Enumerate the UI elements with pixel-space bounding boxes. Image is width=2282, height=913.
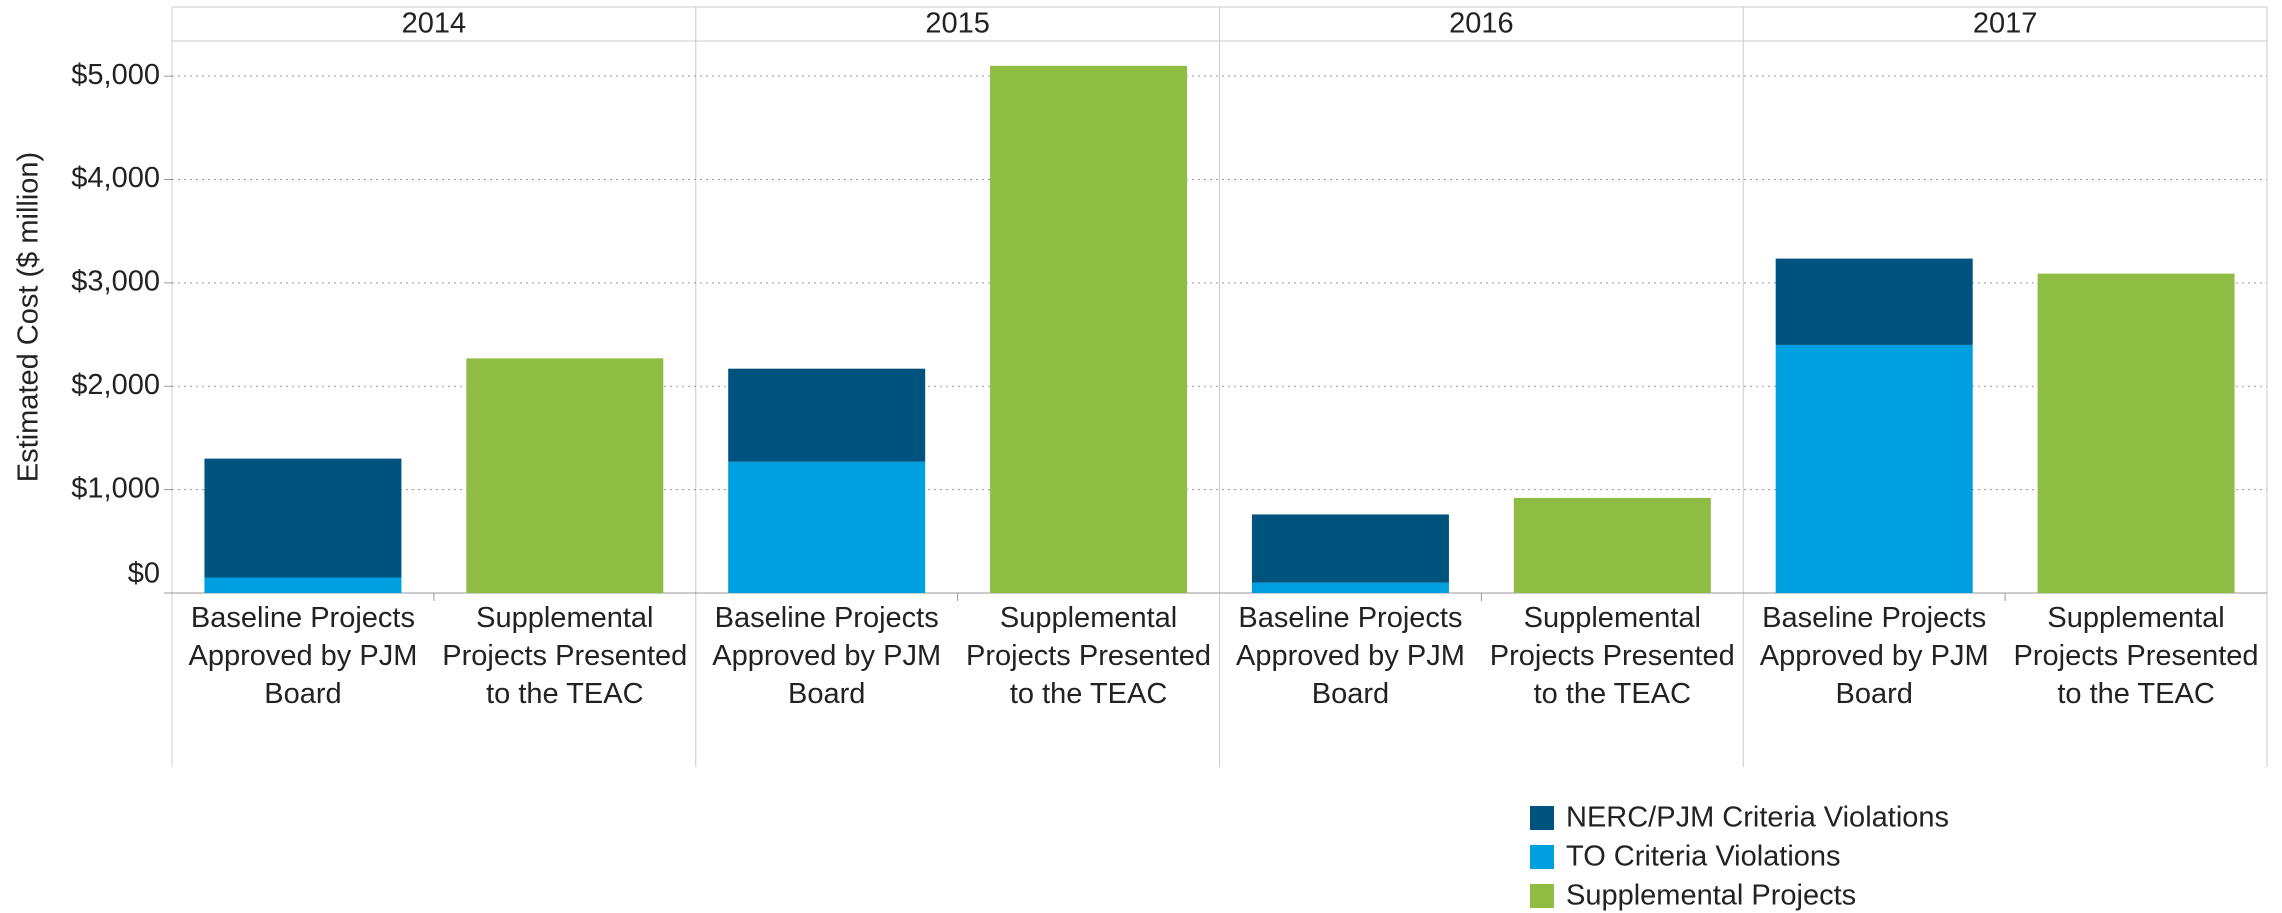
bar-segment <box>204 577 402 593</box>
bar-segment <box>204 458 402 578</box>
x-tick-label: Supplemental Projects Presented to the T… <box>442 602 688 710</box>
bar-segment <box>2037 273 2235 593</box>
bar-segment <box>1775 258 1973 345</box>
group-label: 2016 <box>1449 8 1514 40</box>
legend-label: TO Criteria Violations <box>1566 841 1841 873</box>
bar-segment <box>1513 497 1711 593</box>
y-tick-label: $0 <box>128 558 160 590</box>
group-label: 2014 <box>402 8 467 40</box>
category-label-box: Baseline Projects Approved by PJM Board <box>188 602 418 710</box>
x-tick-label: Supplemental Projects Presented to the T… <box>2013 602 2259 710</box>
y-tick-label: $3,000 <box>71 266 160 298</box>
category-label-box: Supplemental Projects Presented to the T… <box>1489 602 1735 710</box>
y-axis-label: Estimated Cost ($ million) <box>13 152 45 482</box>
x-tick-label: Baseline Projects Approved by PJM Board <box>1759 602 1989 710</box>
bar-segment <box>990 65 1188 594</box>
y-tick-label: $4,000 <box>71 162 160 194</box>
category-label-box: Supplemental Projects Presented to the T… <box>2013 602 2259 710</box>
group-label: 2015 <box>925 8 990 40</box>
legend-swatch <box>1530 845 1554 869</box>
legend-label: NERC/PJM Criteria Violations <box>1566 802 1949 834</box>
y-tick-label: $2,000 <box>71 369 160 401</box>
legend-swatch <box>1530 806 1554 830</box>
x-tick-label: Baseline Projects Approved by PJM Board <box>712 602 942 710</box>
y-tick-label: $5,000 <box>71 59 160 91</box>
category-label-box: Supplemental Projects Presented to the T… <box>966 602 1212 710</box>
category-label-box: Baseline Projects Approved by PJM Board <box>1235 602 1465 710</box>
category-label-box: Supplemental Projects Presented to the T… <box>442 602 688 710</box>
bar-segment <box>466 358 664 593</box>
y-tick-label: $1,000 <box>71 472 160 504</box>
legend-swatch <box>1530 884 1554 908</box>
bar-segment <box>1251 514 1449 583</box>
x-tick-label: Baseline Projects Approved by PJM Board <box>1235 602 1465 710</box>
group-label: 2017 <box>1973 8 2038 40</box>
category-label-box: Baseline Projects Approved by PJM Board <box>712 602 942 710</box>
legend-label: Supplemental Projects <box>1566 880 1856 912</box>
bar-segment <box>1775 344 1973 593</box>
x-tick-label: Supplemental Projects Presented to the T… <box>966 602 1212 710</box>
bar-segment <box>728 461 926 593</box>
category-label-box: Baseline Projects Approved by PJM Board <box>1759 602 1989 710</box>
bar-segment <box>728 368 926 462</box>
x-tick-label: Supplemental Projects Presented to the T… <box>1489 602 1735 710</box>
bar-segment <box>1251 582 1449 593</box>
x-tick-label: Baseline Projects Approved by PJM Board <box>188 602 418 710</box>
